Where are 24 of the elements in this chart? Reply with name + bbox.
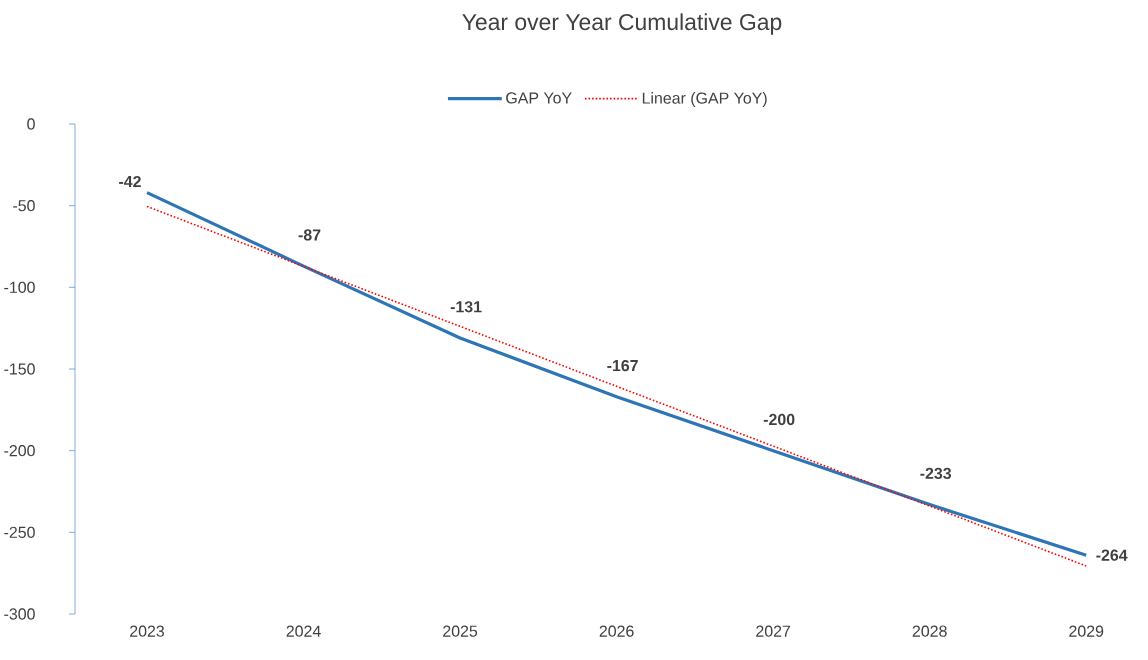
chart-title: Year over Year Cumulative Gap <box>462 13 782 35</box>
data-label: -131 <box>450 301 482 313</box>
legend-label: GAP YoY <box>506 92 572 104</box>
y-tick-label: -200 <box>4 445 35 457</box>
y-tick-label: -100 <box>4 281 35 293</box>
x-tick-label: 2024 <box>286 625 321 637</box>
y-tick-label: -50 <box>13 200 35 212</box>
x-tick-label: 2027 <box>756 625 791 637</box>
x-tick-label: 2025 <box>443 625 478 637</box>
data-label: -233 <box>920 467 952 480</box>
y-tick-label: 0 <box>27 118 35 130</box>
data-label: -87 <box>298 229 321 241</box>
x-tick-label: 2023 <box>130 625 165 637</box>
x-tick-label: 2028 <box>912 625 947 637</box>
data-label: -264 <box>1096 549 1128 561</box>
y-tick-label: -150 <box>4 363 35 375</box>
y-tick-label: -250 <box>4 526 35 538</box>
x-tick-label: 2029 <box>1069 625 1104 637</box>
x-tick-label: 2026 <box>599 625 634 637</box>
data-label: -167 <box>607 359 638 372</box>
y-tick-label: -300 <box>4 608 35 620</box>
data-label: -200 <box>763 413 795 426</box>
data-label: -42 <box>119 175 141 188</box>
legend-label: Linear (GAP YoY) <box>642 92 767 107</box>
